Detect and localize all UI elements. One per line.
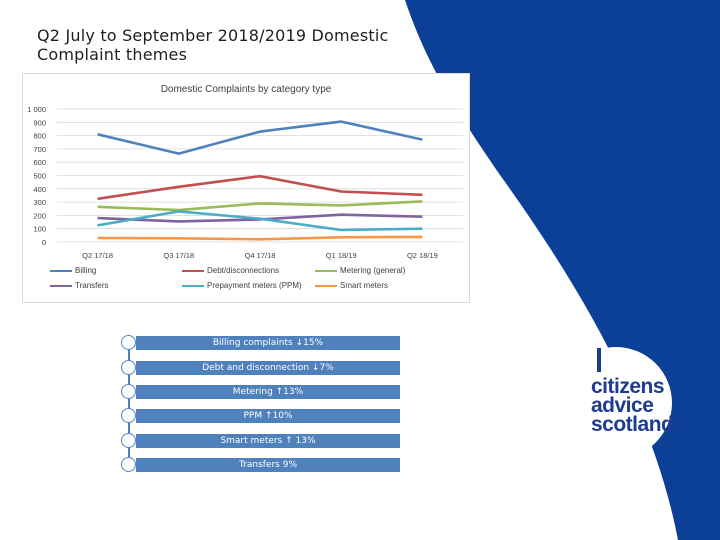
x-tick-label: Q3 17/18	[163, 251, 194, 260]
citizens-advice-scotland-logo	[560, 347, 672, 459]
series-line-0	[97, 120, 423, 155]
y-tick-label: 1 000	[27, 105, 46, 114]
timeline-bar-metering: Metering ↑13%	[136, 385, 400, 399]
logo-text-citizens: citizens	[591, 375, 665, 398]
legend-swatch	[182, 285, 204, 287]
timeline-bar-billing: Billing complaints ↓15%	[136, 336, 400, 350]
timeline-bar-debt: Debt and disconnection ↓7%	[136, 361, 400, 375]
legend-label: Metering (general)	[340, 266, 406, 275]
chart-title: Domestic Complaints by category type	[160, 84, 332, 95]
legend-label: Debt/disconnections	[207, 266, 280, 275]
x-tick-label: Q1 18/19	[326, 251, 357, 260]
timeline-node-circle	[121, 384, 136, 399]
legend-label: Billing	[75, 266, 97, 275]
chart-legend: Billing Debt/disconnections Metering (ge…	[23, 266, 469, 296]
legend-swatch	[315, 270, 337, 272]
chart-plot-area: 0 100 200 300 400 500 600 700 800 900 1 000 Q2 17/1…	[27, 105, 463, 260]
change-summary-timeline: Billing complaints ↓15% Debt and disconn…	[118, 330, 408, 480]
y-tick-label: 700	[33, 145, 46, 154]
series-line-1	[97, 174, 423, 201]
series-line-4	[97, 210, 423, 232]
legend-label: Prepayment meters (PPM)	[207, 281, 302, 290]
line-chart: 0 100 200 300 400 500 600 700 800 900 1 000 Q2 17/1…	[22, 73, 470, 303]
legend-swatch	[50, 285, 72, 287]
legend-swatch	[50, 270, 72, 272]
legend-label: Smart meters	[340, 281, 389, 290]
y-tick-label: 500	[33, 172, 46, 181]
timeline-node-circle	[121, 433, 136, 448]
y-tick-label: 400	[33, 185, 46, 194]
timeline-node-circle	[121, 408, 136, 423]
y-tick-label: 100	[33, 225, 46, 234]
y-tick-label: 300	[33, 198, 46, 207]
logo-text-advice: advice	[591, 394, 654, 417]
timeline-node-circle	[121, 457, 136, 472]
slide-title-line1: Q2 July to September 2018/2019 Domestic	[37, 26, 389, 45]
slide-title: Q2 July to September 2018/2019 Domestic …	[37, 26, 417, 64]
timeline-bar-smart-meters: Smart meters ↑ 13%	[136, 434, 400, 448]
logo-mark-bar	[597, 348, 601, 372]
y-tick-label: 200	[33, 211, 46, 220]
x-tick-label: Q2 17/18	[82, 251, 113, 260]
timeline-bar-ppm: PPM ↑10%	[136, 409, 400, 423]
y-tick-label: 600	[33, 158, 46, 167]
legend-label: Transfers	[75, 281, 109, 290]
slide-title-line2: Complaint themes	[37, 45, 188, 64]
y-tick-label: 800	[33, 132, 46, 141]
timeline-bar-transfers: Transfers 9%	[136, 458, 400, 472]
y-tick-label: 0	[42, 238, 46, 247]
y-tick-label: 900	[33, 118, 46, 127]
x-tick-label: Q4 17/18	[245, 251, 276, 260]
timeline-node-circle	[121, 335, 136, 350]
timeline-node-circle	[121, 360, 136, 375]
legend-swatch	[315, 285, 337, 287]
series-line-2	[97, 200, 423, 212]
timeline-spine	[128, 336, 130, 464]
legend-swatch	[182, 270, 204, 272]
logo-text-scotland: scotland	[591, 413, 674, 436]
series-line-5	[97, 235, 423, 241]
x-tick-label: Q2 18/19	[407, 251, 438, 260]
